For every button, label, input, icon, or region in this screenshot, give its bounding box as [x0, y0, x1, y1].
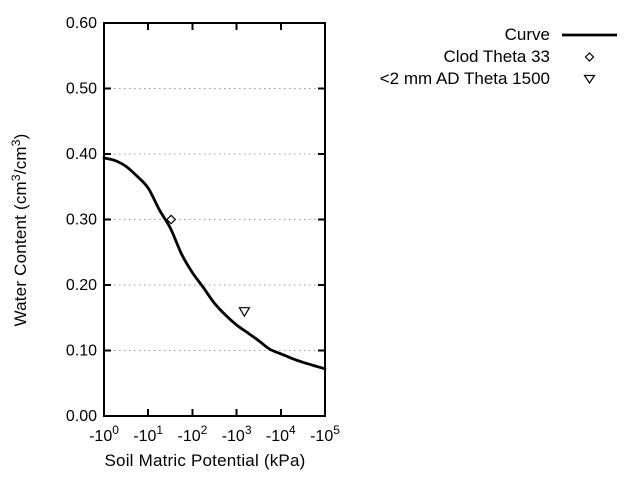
y-axis-title-sup: 3 — [9, 174, 23, 182]
y-axis-title-text: /cm — [11, 146, 30, 175]
y-tick-label: 0.30 — [66, 212, 97, 229]
legend-item-clod-theta-33: Clod Theta 33 — [380, 46, 617, 68]
y-tick-label: 0.20 — [66, 277, 97, 294]
y-axis-title: Water Content (cm3/cm3) — [9, 80, 33, 380]
legend-label: <2 mm AD Theta 1500 — [379, 69, 550, 88]
x-axis-title: Soil Matric Potential (kPa) — [104, 451, 306, 470]
curve-line-sample-icon — [562, 28, 617, 42]
y-tick-label: 0.10 — [66, 343, 97, 360]
y-tick-label: 0.40 — [66, 146, 97, 163]
legend: Curve Clod Theta 33 <2 mm AD Theta 1500 — [380, 24, 617, 90]
x-tick-label: -105 — [310, 423, 340, 445]
data-point-2-mm-ad-theta-1500 — [238, 307, 251, 318]
y-tick-label: 0.50 — [66, 81, 97, 98]
x-tick-label: -104 — [266, 423, 296, 445]
y-axis-title-text: Water Content (cm — [11, 181, 30, 327]
x-tick-label: -102 — [177, 423, 207, 445]
y-axis-title-sup: 3 — [9, 139, 23, 147]
legend-label: Curve — [504, 25, 550, 44]
legend-label: Clod Theta 33 — [443, 47, 550, 66]
y-tick-label: 0.00 — [66, 408, 97, 425]
data-point-clod-theta-33 — [166, 214, 177, 225]
x-tick-label: -100 — [89, 423, 119, 445]
y-tick-label: 0.60 — [66, 15, 97, 32]
x-tick-label: -103 — [222, 423, 252, 445]
triangle-down-marker-icon — [562, 72, 617, 86]
legend-item-curve: Curve — [380, 24, 617, 46]
diamond-marker-icon — [562, 50, 617, 64]
x-tick-label: -101 — [133, 423, 163, 445]
legend-item-ad-theta-1500: <2 mm AD Theta 1500 — [380, 68, 617, 90]
retention-curve — [102, 156, 327, 371]
